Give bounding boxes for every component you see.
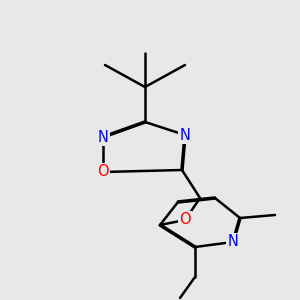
- Text: N: N: [98, 130, 108, 145]
- Text: O: O: [179, 212, 191, 227]
- Text: N: N: [228, 235, 238, 250]
- Text: N: N: [180, 128, 190, 142]
- Text: O: O: [97, 164, 109, 179]
